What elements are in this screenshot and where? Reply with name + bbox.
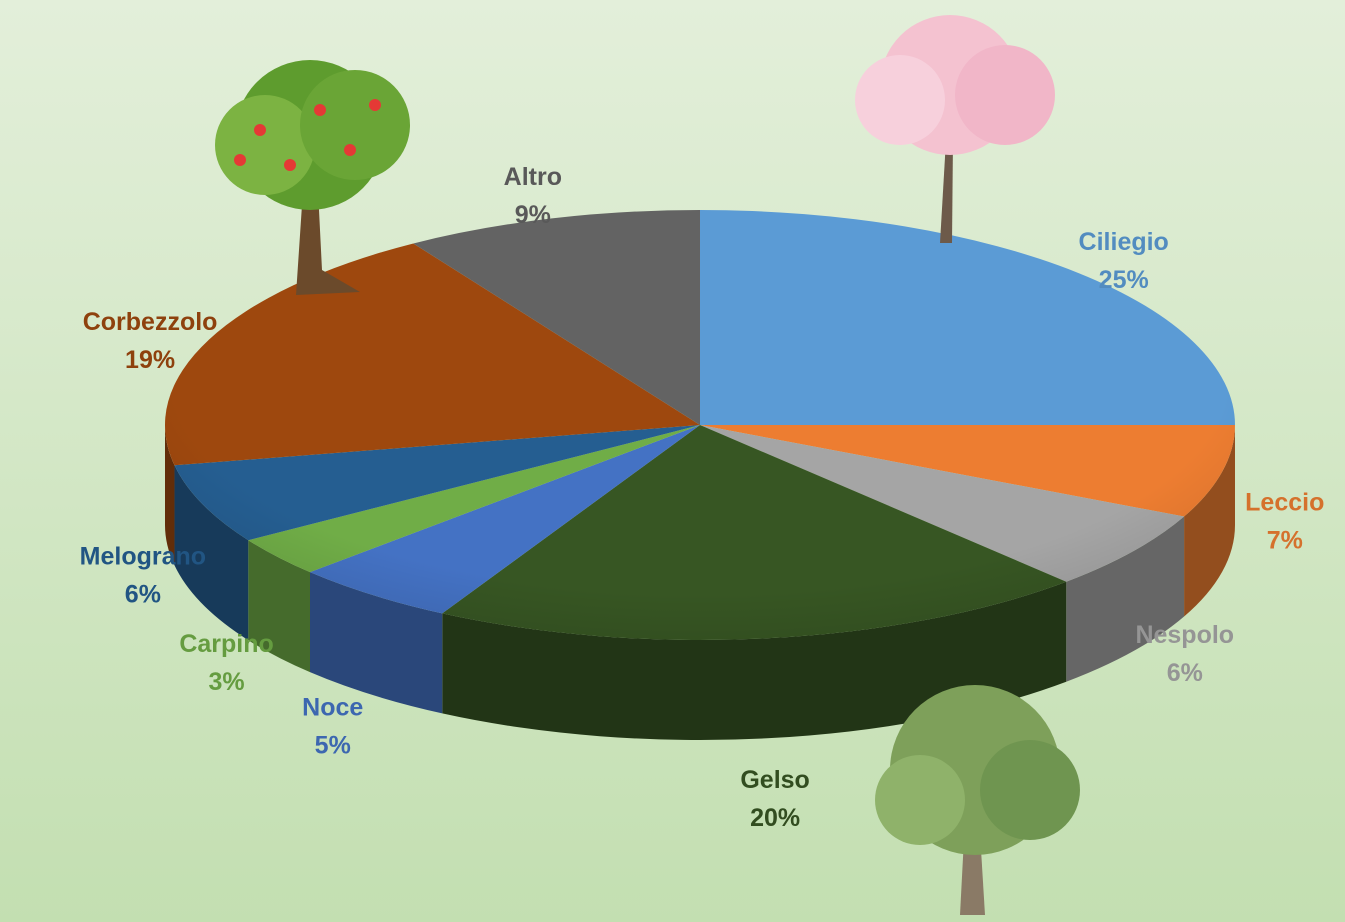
data-label-name: Corbezzolo <box>83 308 218 336</box>
data-label-value: 3% <box>208 668 244 696</box>
data-label-value: 6% <box>1167 659 1203 687</box>
data-label-value: 20% <box>750 804 800 832</box>
data-label-name: Ciliegio <box>1079 228 1169 256</box>
data-label-value: 7% <box>1267 527 1303 555</box>
data-label-name: Nespolo <box>1135 621 1234 649</box>
data-label-name: Altro <box>504 163 562 191</box>
data-label-name: Noce <box>302 693 363 721</box>
data-label-value: 19% <box>125 346 175 374</box>
data-label-name: Gelso <box>740 766 809 794</box>
data-label-value: 6% <box>125 580 161 608</box>
data-label-value: 25% <box>1099 266 1149 294</box>
data-label-name: Leccio <box>1245 489 1324 517</box>
data-label-value: 5% <box>315 731 351 759</box>
data-label-name: Carpino <box>179 630 273 658</box>
data-label-value: 9% <box>515 201 551 229</box>
chart: Ciliegio 25% Leccio 7% Nespolo 6% Gelso 20% Noce… <box>0 0 1345 922</box>
data-label-name: Melograno <box>80 542 206 570</box>
